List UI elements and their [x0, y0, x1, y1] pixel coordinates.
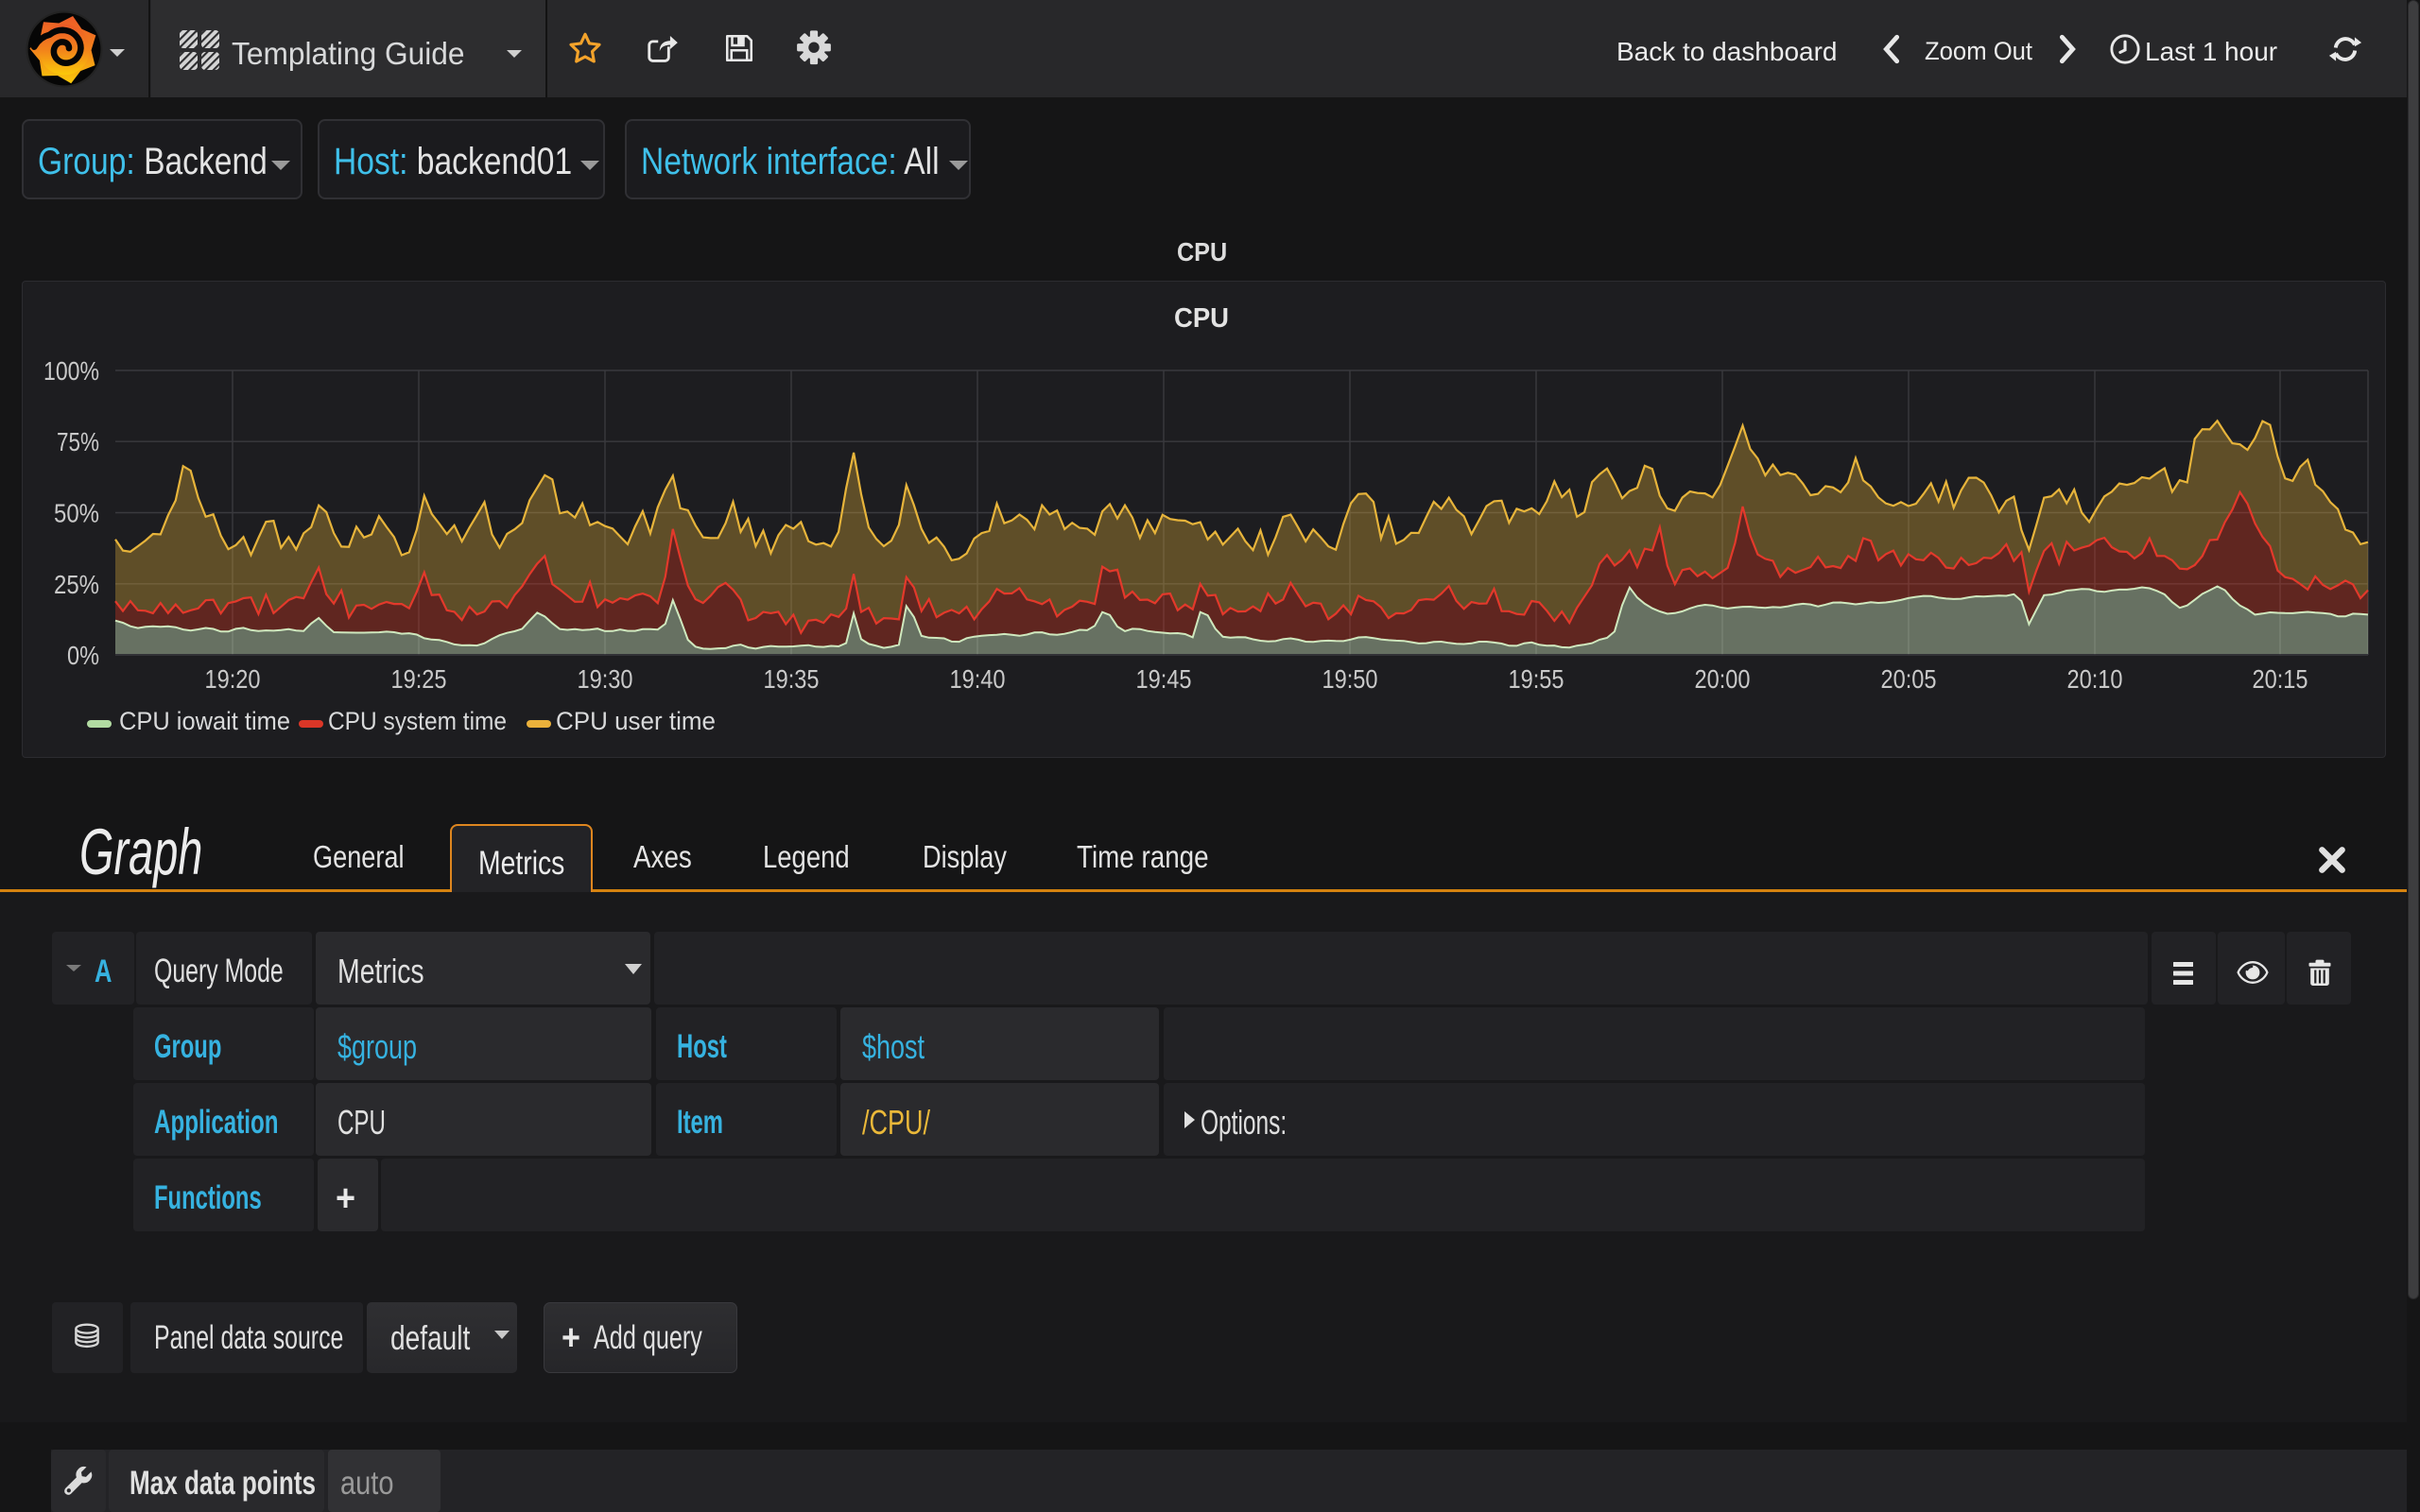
svg-text:19:35: 19:35 — [764, 664, 820, 694]
svg-text:20:10: 20:10 — [2067, 664, 2123, 694]
svg-text:19:40: 19:40 — [950, 664, 1006, 694]
svg-text:50%: 50% — [54, 499, 99, 528]
svg-text:100%: 100% — [43, 356, 99, 386]
svg-text:CPU iowait time: CPU iowait time — [119, 707, 290, 735]
svg-text:0%: 0% — [67, 641, 99, 670]
svg-text:75%: 75% — [57, 427, 99, 456]
svg-text:19:50: 19:50 — [1322, 664, 1378, 694]
svg-text:19:25: 19:25 — [391, 664, 447, 694]
svg-text:CPU system time: CPU system time — [328, 707, 507, 735]
svg-text:19:45: 19:45 — [1136, 664, 1192, 694]
svg-text:20:05: 20:05 — [1881, 664, 1937, 694]
svg-text:19:20: 19:20 — [205, 664, 261, 694]
svg-text:20:00: 20:00 — [1695, 664, 1751, 694]
svg-text:CPU user time: CPU user time — [556, 707, 716, 735]
svg-text:19:55: 19:55 — [1509, 664, 1564, 694]
svg-text:20:15: 20:15 — [2253, 664, 2308, 694]
svg-text:19:30: 19:30 — [578, 664, 633, 694]
svg-text:CPU: CPU — [1174, 303, 1229, 334]
svg-text:25%: 25% — [54, 570, 99, 599]
